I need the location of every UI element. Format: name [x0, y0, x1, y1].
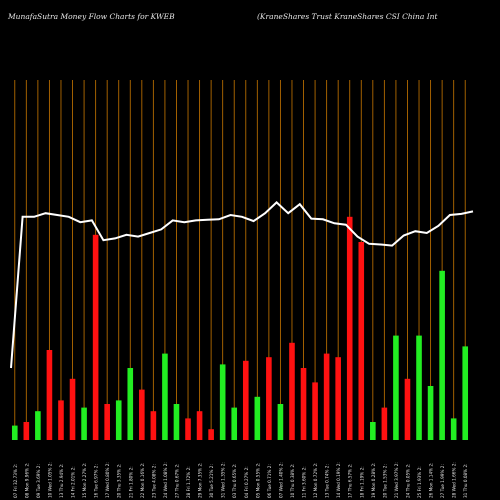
bar [266, 357, 272, 440]
bar [289, 342, 295, 440]
bar [81, 407, 87, 440]
x-tick-label: 14 Wed 0.19% 2: [336, 462, 341, 498]
x-tick-label: 04 Fri 0.27% 2: [244, 466, 249, 498]
x-tick-label: 20 Thu 3.35% 2: [117, 463, 122, 498]
x-tick-label: 21 Fri 1.80% 2: [128, 466, 133, 498]
bar [381, 407, 388, 440]
x-tick-label: 12 Mon 0.72% 2: [313, 462, 318, 498]
bar [185, 418, 191, 440]
bar [370, 422, 376, 440]
bar [439, 270, 445, 440]
x-tick-label: 13 Tue 0.74% 2: [325, 464, 330, 498]
x-tick-label: 24 Wed 1.08% 2: [163, 462, 168, 498]
x-tick-label: 19 Mon 0.28% 2: [371, 462, 376, 498]
bar [450, 418, 457, 440]
bar [335, 357, 341, 440]
bar [23, 422, 30, 440]
x-tick-label: 18 Fri 1.19% 2: [359, 466, 364, 498]
bar [300, 368, 307, 440]
x-tick-label: 28 Wed 1.66% 2: [452, 462, 457, 498]
x-tick-label: 27 Tue 1.99% 2: [440, 464, 445, 498]
bar [173, 404, 180, 440]
x-tick-label: 08 Mon 9.96% 2: [24, 462, 29, 498]
bar [462, 346, 469, 440]
bar [69, 378, 76, 440]
bar [139, 389, 145, 440]
bar [150, 411, 157, 440]
x-tick-label: 25 Fri 1.93% 2: [417, 466, 422, 498]
x-tick-label: 10 Thu 0.38% 2: [290, 463, 295, 498]
bar [312, 382, 318, 440]
x-tick-label: 03 Thu 0.65% 2: [232, 463, 237, 498]
bar [104, 404, 110, 440]
x-tick-label: 20 Tue 1.53% 2: [382, 464, 387, 498]
x-tick-label: 31 Wed 1.35% 2: [221, 462, 226, 498]
x-tick-label: 15 Mon 2.27% 2: [82, 462, 87, 498]
bar [219, 364, 226, 440]
chart-title: MunafaSutra Money Flow Charts for KWEB [8, 12, 175, 21]
bar [115, 400, 122, 440]
x-tick-label: 29 Mon 7.35% 2: [198, 462, 203, 498]
bar [208, 429, 214, 440]
bar [58, 400, 64, 440]
bar [404, 378, 411, 440]
x-tick-label: 05 Mon 0.55% 2: [255, 462, 260, 498]
bar [254, 396, 261, 440]
x-tick-label: 11 Fri 3.60% 2: [302, 466, 307, 498]
bar [358, 242, 365, 440]
bar [231, 407, 238, 440]
x-tick-label: 10 Wed 1.05% 2: [47, 462, 52, 498]
bar [127, 368, 134, 440]
x-tick-label: 09 Tue 3.69% 2: [36, 464, 41, 498]
x-tick-label: 30 Tue 5.21% 2: [209, 464, 214, 498]
bar [92, 234, 99, 440]
x-tick-label: 28 Fri 1.72% 2: [186, 466, 191, 498]
price-line [10, 201, 474, 369]
bar [277, 404, 284, 440]
x-tick-label: 31 Thu 0.08% 2: [463, 463, 468, 498]
x-tick-label: 07 Fri 32.73% 2: [13, 464, 18, 498]
x-tick-label: 26 Mon 1.14% 2: [429, 462, 434, 498]
x-tick-label: 24 Thu 0.05% 2: [405, 463, 410, 498]
bar [196, 411, 203, 440]
x-tick-label: 07 Wed 1.40% 2: [278, 462, 283, 498]
bar [162, 353, 168, 440]
bar [46, 350, 53, 440]
x-tick-label: 13 Thu 2.94% 2: [59, 463, 64, 498]
bar [242, 360, 249, 440]
bar [35, 411, 41, 440]
x-tick-label: 23 Tue 4.08% 2: [151, 464, 156, 498]
chart-subtitle: (KraneShares Trust KraneShares CSI China… [257, 12, 438, 21]
x-tick-label: 17 Thu 6.57% 2: [348, 463, 353, 498]
x-tick-label: 16 Tue 6.97% 2: [94, 464, 99, 498]
x-tick-label: 27 Thu 0.67% 2: [174, 463, 179, 498]
x-tick-label: 14 Fri 2.01% 2: [71, 466, 76, 498]
x-tick-label: 21 Wed 3.97% 2: [394, 462, 399, 498]
x-tick-label: 22 Mon 0.16% 2: [140, 462, 145, 498]
x-tick-label: 06 Tue 0.71% 2: [267, 464, 272, 498]
bar [11, 425, 18, 440]
x-tick-label: 17 Wed 0.80% 2: [105, 462, 110, 498]
bar [427, 386, 434, 440]
bar [416, 335, 422, 440]
bar [323, 353, 330, 440]
bar [393, 335, 399, 440]
bar [346, 216, 353, 440]
